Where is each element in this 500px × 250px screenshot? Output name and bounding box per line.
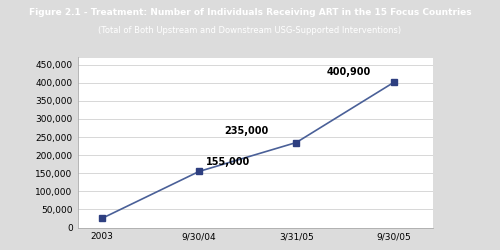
Text: 155,000: 155,000 <box>206 157 250 167</box>
Text: 235,000: 235,000 <box>224 126 268 136</box>
Text: Figure 2.1 - Treatment: Number of Individuals Receiving ART in the 15 Focus Coun: Figure 2.1 - Treatment: Number of Indivi… <box>28 8 471 17</box>
Text: 400,900: 400,900 <box>327 67 371 77</box>
Text: (Total of Both Upstream and Downstream USG-Supported Interventions): (Total of Both Upstream and Downstream U… <box>98 26 402 35</box>
